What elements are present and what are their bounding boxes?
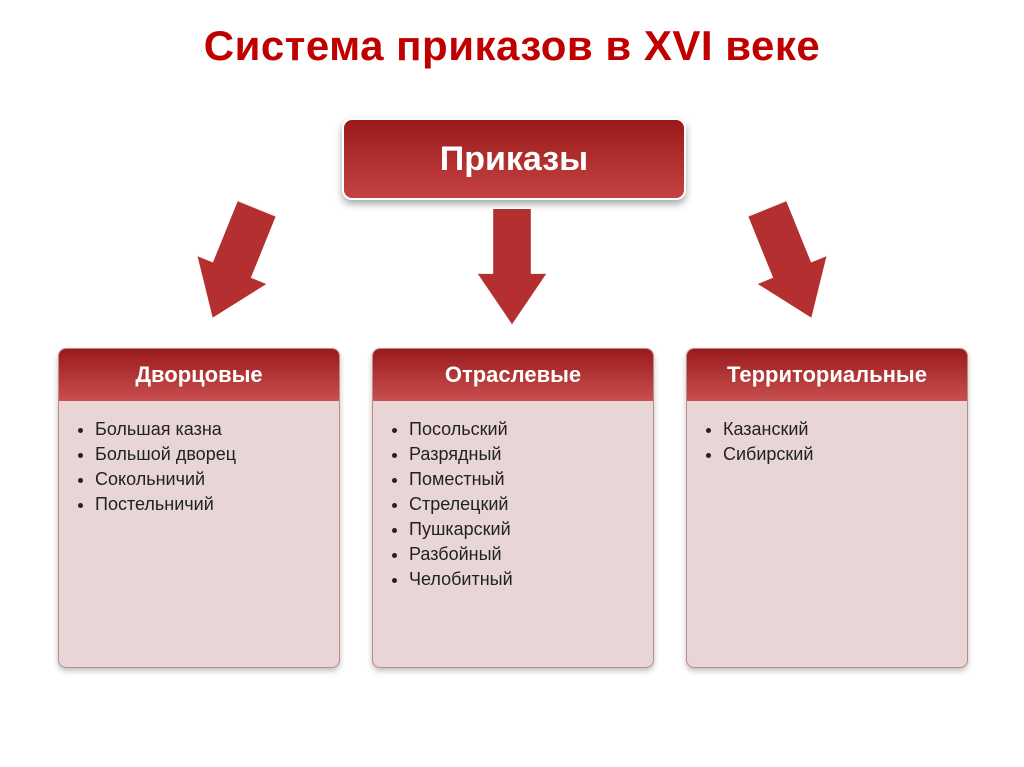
slide: Система приказов в XVI веке Приказы Двор…	[0, 0, 1024, 767]
category-card-1: Дворцовые Большая казна Большой дворец Соко…	[58, 348, 340, 668]
category-list: Посольский Разрядный Поместный Стрелецкий Пу…	[391, 419, 635, 590]
list-item: Сибирский	[723, 444, 949, 465]
list-item: Сокольничий	[95, 469, 321, 490]
category-header: Территориальные	[687, 349, 967, 401]
category-card-3: Территориальные Казанский Сибирский	[686, 348, 968, 668]
list-item: Большой дворец	[95, 444, 321, 465]
list-item: Постельничий	[95, 494, 321, 515]
category-body: Посольский Разрядный Поместный Стрелецкий Пу…	[373, 401, 653, 668]
list-item: Казанский	[723, 419, 949, 440]
arrow-3	[731, 193, 848, 333]
list-item: Пушкарский	[409, 519, 635, 540]
arrow-2	[476, 208, 548, 326]
list-item: Стрелецкий	[409, 494, 635, 515]
list-item: Посольский	[409, 419, 635, 440]
root-node: Приказы	[342, 118, 686, 200]
category-body: Большая казна Большой дворец Сокольничий По…	[59, 401, 339, 668]
list-item: Разрядный	[409, 444, 635, 465]
slide-title: Система приказов в XVI веке	[0, 22, 1024, 70]
list-item: Поместный	[409, 469, 635, 490]
category-body: Казанский Сибирский	[687, 401, 967, 668]
category-list: Большая казна Большой дворец Сокольничий По…	[77, 419, 321, 515]
category-list: Казанский Сибирский	[705, 419, 949, 465]
list-item: Разбойный	[409, 544, 635, 565]
list-item: Большая казна	[95, 419, 321, 440]
category-card-2: Отраслевые Посольский Разрядный Поместный Ст…	[372, 348, 654, 668]
category-header: Отраслевые	[373, 349, 653, 401]
category-header: Дворцовые	[59, 349, 339, 401]
arrow-1	[176, 193, 293, 333]
root-label: Приказы	[440, 140, 588, 179]
list-item: Челобитный	[409, 569, 635, 590]
